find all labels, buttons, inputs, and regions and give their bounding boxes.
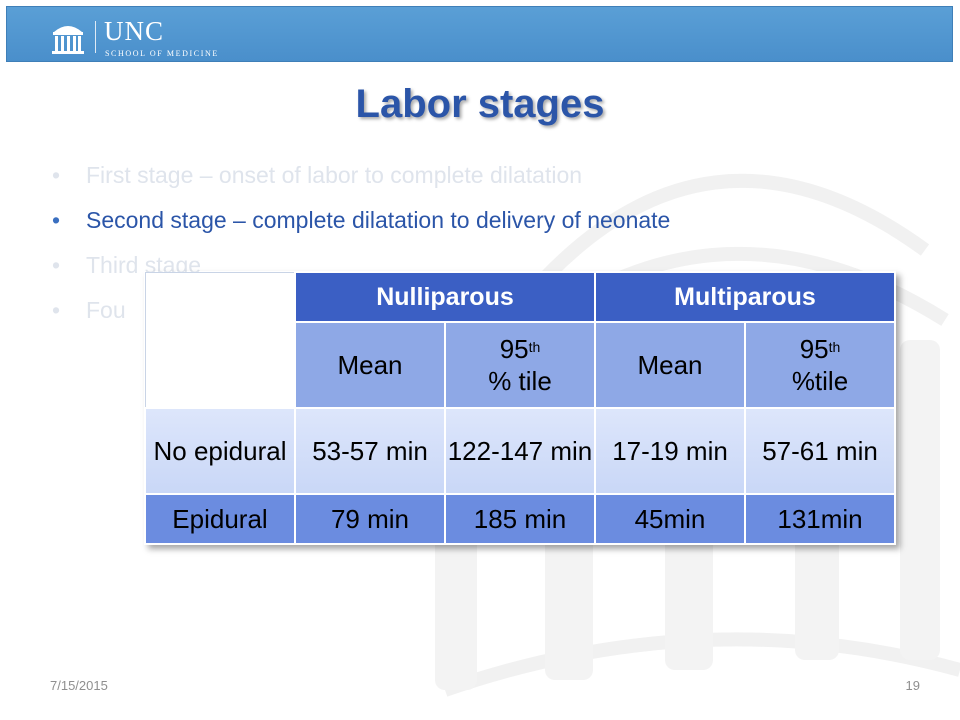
table-row: Epidural 79 min 185 min 45min 131min bbox=[144, 493, 896, 545]
bullet-item: • Fou bbox=[52, 295, 670, 340]
subheader-text: Mean bbox=[637, 350, 703, 380]
group-header-multiparous: Multiparous bbox=[594, 271, 896, 323]
table-cell: 17-19 min bbox=[594, 407, 746, 495]
bullet-text: Second stage – complete dilatation to de… bbox=[86, 207, 671, 233]
table-corner-cell bbox=[144, 271, 296, 409]
bullet-dot-icon: • bbox=[52, 297, 61, 323]
bullet-dot-icon: • bbox=[52, 207, 61, 233]
header-banner: UNC SCHOOL OF MEDICINE bbox=[6, 6, 953, 62]
table-cell: 131min bbox=[744, 493, 896, 545]
bullet-text: First stage – onset of labor to complete… bbox=[86, 162, 583, 188]
bullet-dot-icon: • bbox=[52, 162, 61, 188]
bullet-item: • First stage – onset of labor to complet… bbox=[52, 160, 670, 205]
table-cell: 57-61 min bbox=[744, 407, 896, 495]
footer-date: 7/15/2015 bbox=[50, 678, 108, 693]
logo-subtitle: SCHOOL OF MEDICINE bbox=[105, 49, 219, 58]
table-row: No epidural 53-57 min 122-147 min 17-19 … bbox=[144, 407, 896, 495]
superscript: th bbox=[528, 339, 541, 355]
subheader-text: %tile bbox=[791, 366, 849, 396]
bullet-list: • First stage – onset of labor to complet… bbox=[52, 160, 670, 340]
row-label: Epidural bbox=[144, 493, 296, 545]
subheader-text: 95 bbox=[499, 334, 529, 364]
slide-title: Labor stages bbox=[355, 82, 605, 126]
subheader-mean: Mean bbox=[594, 321, 746, 409]
group-header-nulliparous: Nulliparous bbox=[294, 271, 596, 323]
table-cell: 45min bbox=[594, 493, 746, 545]
subheader-percentile: 95th % tile bbox=[444, 321, 596, 409]
subheader-percentile: 95th %tile bbox=[744, 321, 896, 409]
table-cell: 79 min bbox=[294, 493, 446, 545]
bullet-item: • Second stage – complete dilatation to d… bbox=[52, 205, 670, 250]
page-number: 19 bbox=[905, 678, 920, 693]
table-cell: 122-147 min bbox=[444, 407, 596, 495]
bullet-text: Fou bbox=[86, 297, 126, 323]
table-cell: 185 min bbox=[444, 493, 596, 545]
logo-divider bbox=[95, 21, 96, 53]
subheader-text: 95 bbox=[799, 334, 829, 364]
row-label: No epidural bbox=[144, 407, 296, 495]
subheader-mean: Mean bbox=[294, 321, 446, 409]
superscript: th bbox=[828, 339, 841, 355]
bullet-dot-icon: • bbox=[52, 252, 61, 278]
duration-table: Nulliparous Multiparous Mean 95th% tile … bbox=[144, 271, 896, 545]
subheader-text: % tile bbox=[488, 366, 552, 396]
logo-name: UNC bbox=[104, 16, 165, 46]
old-well-logo-icon bbox=[52, 26, 84, 54]
subheader-text: Mean bbox=[337, 350, 403, 380]
table-cell: 53-57 min bbox=[294, 407, 446, 495]
